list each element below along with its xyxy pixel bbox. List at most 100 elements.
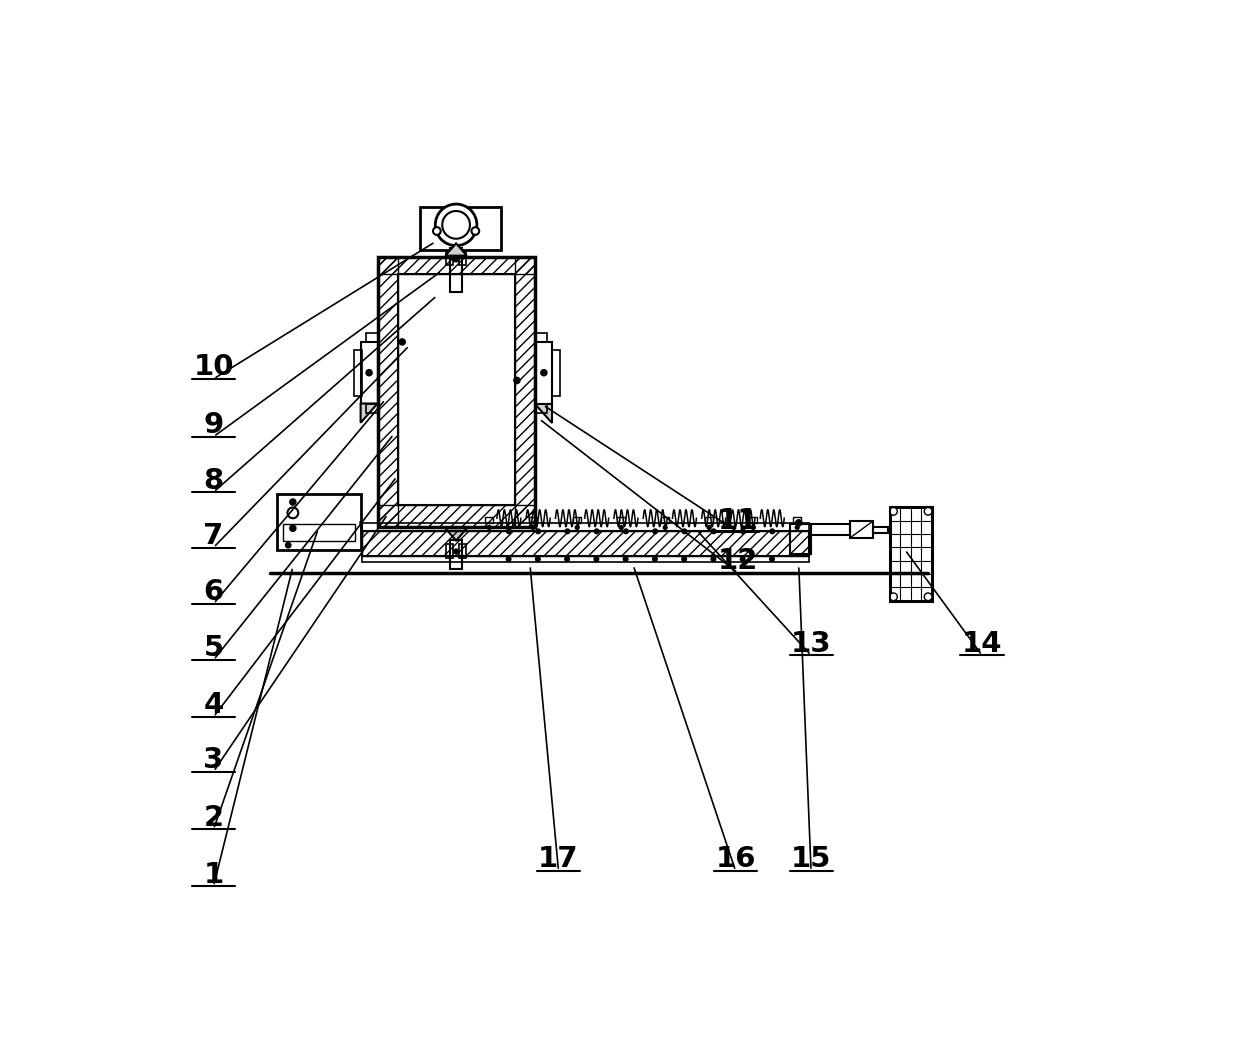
Polygon shape — [445, 528, 467, 540]
Bar — [366, 333, 377, 342]
Bar — [849, 521, 873, 538]
Bar — [794, 517, 801, 523]
Bar — [377, 505, 536, 526]
Bar — [362, 531, 808, 556]
Circle shape — [889, 593, 898, 600]
Bar — [889, 507, 932, 600]
Bar — [618, 517, 625, 523]
Circle shape — [433, 228, 440, 235]
Circle shape — [564, 557, 569, 561]
Circle shape — [924, 593, 932, 600]
Bar — [749, 517, 758, 523]
Text: 9: 9 — [203, 411, 223, 439]
Bar — [362, 523, 808, 531]
Circle shape — [740, 530, 745, 534]
Bar — [536, 333, 547, 342]
Text: 13: 13 — [791, 630, 831, 658]
Text: 5: 5 — [203, 634, 223, 662]
Circle shape — [712, 530, 715, 534]
Bar — [377, 257, 536, 274]
Circle shape — [290, 525, 296, 532]
Circle shape — [653, 530, 657, 534]
Bar — [398, 274, 515, 505]
Bar — [706, 517, 713, 523]
Bar — [362, 531, 808, 556]
Circle shape — [575, 525, 579, 530]
Bar — [420, 208, 501, 250]
Circle shape — [624, 530, 629, 534]
Circle shape — [531, 525, 536, 530]
Bar — [515, 257, 536, 526]
Text: 11: 11 — [718, 506, 758, 535]
Bar — [362, 556, 808, 562]
Text: 6: 6 — [203, 578, 223, 606]
Circle shape — [652, 557, 657, 561]
Bar — [355, 349, 362, 396]
Circle shape — [366, 370, 372, 376]
Bar — [278, 495, 361, 550]
Bar — [811, 524, 849, 535]
Text: 1: 1 — [203, 861, 223, 889]
Circle shape — [565, 530, 569, 534]
Polygon shape — [536, 403, 552, 423]
Bar — [377, 257, 536, 526]
Bar — [283, 523, 355, 540]
Circle shape — [707, 525, 711, 530]
Text: 17: 17 — [538, 845, 579, 874]
Circle shape — [770, 557, 774, 561]
Bar — [377, 257, 398, 526]
Text: 3: 3 — [203, 746, 223, 774]
Circle shape — [796, 520, 802, 526]
Bar — [366, 403, 377, 413]
Circle shape — [751, 525, 755, 530]
Bar — [529, 517, 537, 523]
Circle shape — [889, 507, 898, 515]
Circle shape — [471, 228, 479, 235]
Bar — [459, 251, 466, 265]
Bar — [552, 349, 560, 396]
Circle shape — [454, 549, 459, 554]
Circle shape — [619, 525, 624, 530]
Text: 14: 14 — [962, 630, 1002, 658]
Text: 12: 12 — [718, 548, 758, 575]
Bar — [573, 517, 582, 523]
Circle shape — [594, 530, 599, 534]
Circle shape — [711, 557, 715, 561]
Circle shape — [285, 542, 291, 548]
Circle shape — [770, 530, 775, 534]
Bar — [873, 526, 888, 533]
Circle shape — [290, 499, 296, 505]
Text: 7: 7 — [203, 522, 223, 550]
Polygon shape — [361, 403, 377, 423]
Bar — [536, 342, 552, 403]
Polygon shape — [445, 244, 467, 255]
Circle shape — [536, 557, 541, 561]
Bar — [361, 342, 377, 403]
Circle shape — [682, 557, 687, 561]
Circle shape — [924, 507, 932, 515]
Circle shape — [663, 525, 667, 530]
Circle shape — [506, 557, 511, 561]
Bar — [661, 517, 670, 523]
Text: 8: 8 — [203, 467, 223, 495]
Text: 4: 4 — [203, 692, 223, 719]
Bar — [450, 248, 463, 292]
Text: 15: 15 — [791, 845, 831, 874]
Circle shape — [541, 370, 547, 376]
Circle shape — [288, 507, 299, 518]
Circle shape — [487, 525, 491, 530]
Circle shape — [624, 557, 627, 561]
Circle shape — [795, 525, 799, 530]
Circle shape — [435, 204, 477, 246]
Text: 16: 16 — [715, 845, 756, 874]
Bar — [450, 540, 463, 569]
Bar — [446, 543, 453, 557]
Circle shape — [682, 530, 687, 534]
Circle shape — [507, 530, 511, 534]
Bar — [485, 517, 494, 523]
Bar — [459, 543, 466, 557]
Circle shape — [513, 377, 520, 383]
Circle shape — [453, 255, 459, 262]
Bar — [790, 524, 811, 555]
Circle shape — [536, 530, 541, 534]
